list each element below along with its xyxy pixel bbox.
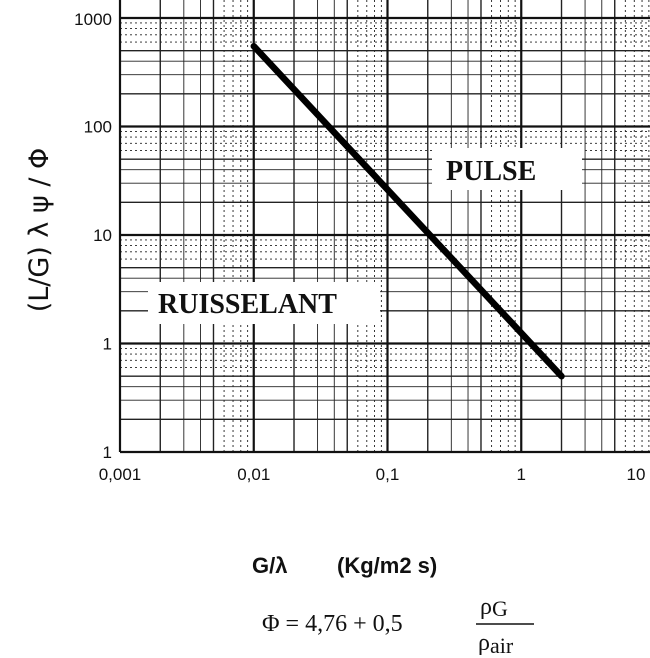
annotation-ruisselant-text: RUISSELANT <box>158 289 337 320</box>
x-tick-label: 0,001 <box>99 465 142 484</box>
annotation-pulse: PULSE <box>432 148 582 190</box>
y-tick-label: 10 <box>93 226 112 245</box>
y-tick-label: 1 <box>103 335 112 354</box>
series-line <box>250 42 565 380</box>
annotation-pulse-bg <box>432 148 582 190</box>
y-tick-label: 100 <box>84 118 112 137</box>
x-tick-labels: 0,001 0,01 0,1 1 10 <box>99 465 646 484</box>
formula-lhs: Φ = 4,76 + 0,5 <box>262 611 403 637</box>
formula-denominator: ρair <box>478 630 514 658</box>
y-tick-label: 1000 <box>74 10 112 29</box>
annotation-ruisselant-bg <box>148 282 380 324</box>
series-group <box>250 42 565 380</box>
y-tick-labels: 1 1 10 100 1000 <box>74 10 112 462</box>
y-tick-label: 1 <box>103 443 112 462</box>
x-axis-label-symbol: G/λ <box>252 553 287 578</box>
formula: Φ = 4,76 + 0,5 ρG ρair <box>262 594 534 658</box>
x-tick-label: 1 <box>517 465 526 484</box>
x-tick-label: 0,01 <box>237 465 270 484</box>
x-tick-label: 0,1 <box>376 465 400 484</box>
annotation-ruisselant: RUISSELANT <box>148 282 380 324</box>
annotation-pulse-text: PULSE <box>446 156 536 187</box>
formula-numerator: ρG <box>480 594 508 621</box>
x-tick-label: 10 <box>627 465 646 484</box>
x-axis-label-units: (Kg/m2 s) <box>337 553 437 578</box>
y-axis-label: (L/G) λ ψ / Φ <box>24 148 55 313</box>
plot-background <box>120 0 650 452</box>
